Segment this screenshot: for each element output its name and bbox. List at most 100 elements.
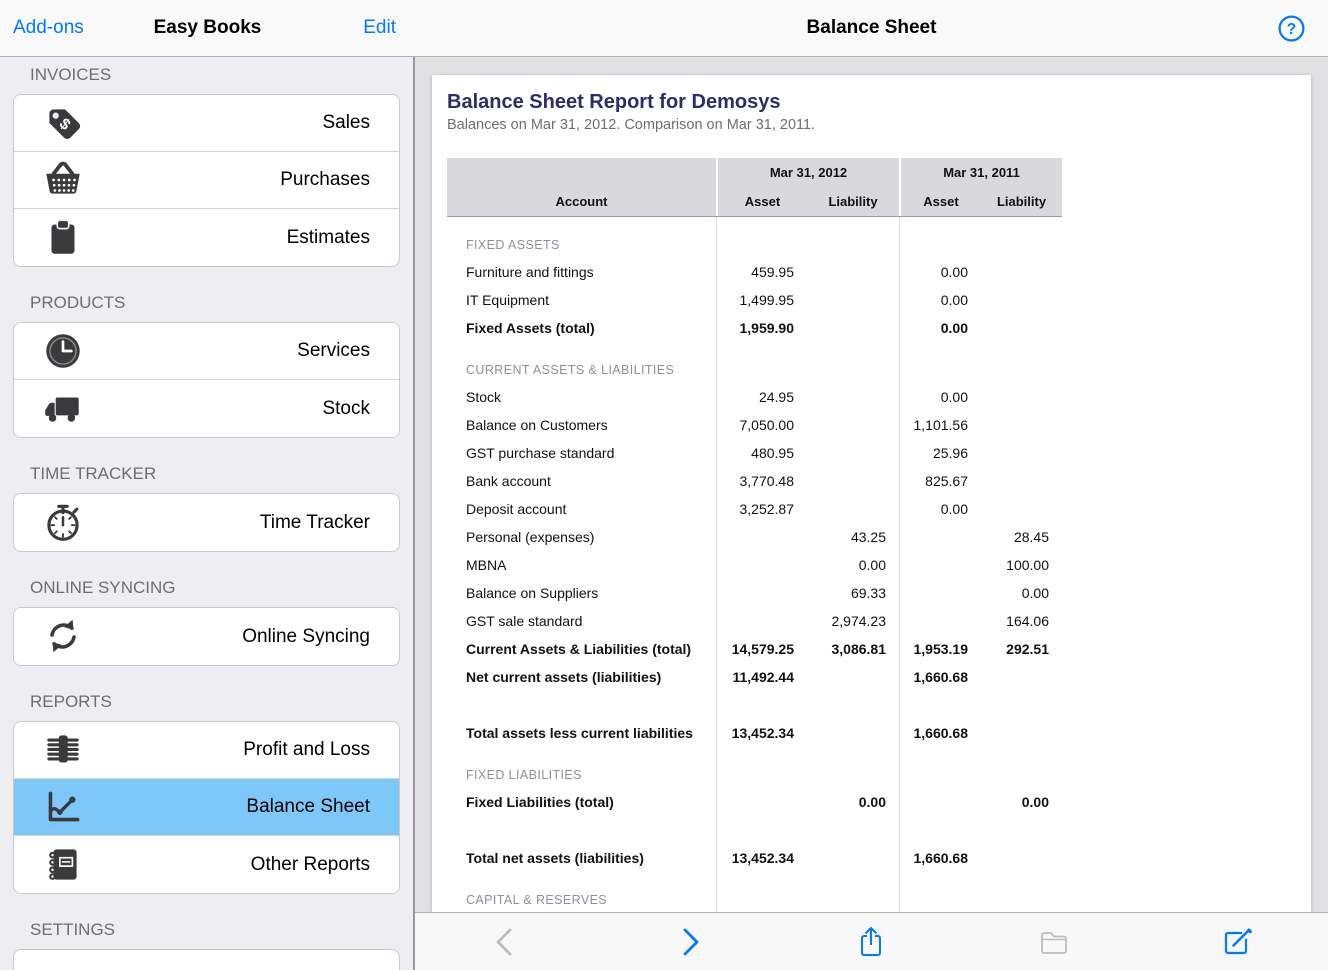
sidebar-item-profit-and-loss[interactable]: Profit and Loss xyxy=(14,722,399,779)
table-row: Fixed Liabilities (total)0.000.00 xyxy=(447,788,1062,816)
asset-2012-cell: 1,499.95 xyxy=(716,286,807,314)
liability-2011-cell xyxy=(981,217,1062,258)
liability-2012-cell xyxy=(807,383,899,411)
asset-2011-cell xyxy=(899,217,981,258)
table-section-row: CURRENT ASSETS & LIABILITIES xyxy=(447,342,1062,383)
balance-sheet-table: Mar 31, 2012Mar 31, 2011AccountAssetLiab… xyxy=(447,158,1062,912)
sidebar-item-services[interactable]: Services xyxy=(14,323,399,380)
liability-2011-cell xyxy=(981,719,1062,747)
liability-2011-cell xyxy=(981,495,1062,523)
asset-2011-cell: 1,101.56 xyxy=(899,411,981,439)
account-cell: Total net assets (liabilities) xyxy=(447,844,716,872)
liability-2012-cell: 0.00 xyxy=(807,551,899,579)
asset-2011-cell xyxy=(899,342,981,383)
asset-2012-cell xyxy=(716,872,807,912)
sidebar-item-label: Purchases xyxy=(280,169,370,191)
account-cell: GST sale standard xyxy=(447,607,716,635)
liability-2011-cell xyxy=(981,844,1062,872)
edit-button[interactable]: Edit xyxy=(363,17,396,39)
back-button xyxy=(489,925,523,959)
notebook-icon xyxy=(40,841,86,887)
account-cell: Balance on Customers xyxy=(447,411,716,439)
main-navbar: Balance Sheet ? xyxy=(415,0,1328,57)
asset-2011-cell: 1,953.19 xyxy=(899,635,981,663)
help-icon[interactable]: ? xyxy=(1277,14,1306,43)
asset-2012-cell xyxy=(716,579,807,607)
sidebar-item-label: Sales xyxy=(322,112,370,134)
liability-2012-cell xyxy=(807,691,899,719)
asset-2012-cell xyxy=(716,607,807,635)
section-label-online-syncing: ONLINE SYNCING xyxy=(30,578,413,598)
report-title: Balance Sheet Report for Demosys xyxy=(447,91,1296,114)
section-label-time-tracker: TIME TRACKER xyxy=(30,464,413,484)
report-page: Balance Sheet Report for Demosys Balance… xyxy=(432,75,1311,912)
bottom-toolbar xyxy=(415,912,1328,970)
liability-2011-cell: 28.45 xyxy=(981,523,1062,551)
sidebar-item-label: Stock xyxy=(322,398,370,420)
sidebar-item-online-syncing[interactable]: Online Syncing xyxy=(14,608,399,665)
sidebar-item-label: Online Syncing xyxy=(242,626,370,648)
account-cell: Furniture and fittings xyxy=(447,258,716,286)
sidebar-card-invoices: $Sales Purchases Estimates xyxy=(13,94,400,267)
asset-2012-cell xyxy=(716,788,807,816)
forward-button[interactable] xyxy=(672,925,706,959)
asset-2011-cell: 0.00 xyxy=(899,495,981,523)
sidebar-item-other-reports[interactable]: Other Reports xyxy=(14,836,399,893)
asset-2012-cell xyxy=(716,551,807,579)
asset-2012-cell xyxy=(716,816,807,844)
liability-2012-cell xyxy=(807,872,899,912)
table-row: GST sale standard2,974.23164.06 xyxy=(447,607,1062,635)
add-ons-button[interactable]: Add-ons xyxy=(13,17,84,39)
svg-text:?: ? xyxy=(1287,21,1296,38)
sidebar-item-label: Estimates xyxy=(287,227,370,249)
asset-2011-cell xyxy=(899,607,981,635)
sidebar-item-purchases[interactable]: Purchases xyxy=(14,152,399,209)
col-header-liability-4: Liability xyxy=(981,187,1062,216)
liability-2011-cell xyxy=(981,747,1062,788)
sidebar-item-stock[interactable]: Stock xyxy=(14,380,399,437)
app-window: Add-ons Easy Books Edit Balance Sheet ? … xyxy=(0,0,1328,970)
liability-2011-cell xyxy=(981,342,1062,383)
table-spacer-row xyxy=(447,691,1062,719)
compose-button[interactable] xyxy=(1220,925,1254,959)
sidebar-navbar: Add-ons Easy Books Edit xyxy=(0,0,415,57)
table-row: GST purchase standard480.9525.96 xyxy=(447,439,1062,467)
folders-button xyxy=(1037,925,1071,959)
account-cell: Total assets less current liabilities xyxy=(447,719,716,747)
liability-2012-cell xyxy=(807,816,899,844)
account-cell: Bank account xyxy=(447,467,716,495)
table-section-row: CAPITAL & RESERVES xyxy=(447,872,1062,912)
section-label-reports: REPORTS xyxy=(30,692,413,712)
table-row: Fixed Assets (total)1,959.900.00 xyxy=(447,314,1062,342)
liability-2011-cell xyxy=(981,467,1062,495)
liability-2012-cell: 3,086.81 xyxy=(807,635,899,663)
liability-2012-cell xyxy=(807,342,899,383)
sidebar-item-label: Balance Sheet xyxy=(246,796,370,818)
account-cell: FIXED LIABILITIES xyxy=(447,747,716,788)
liability-2012-cell: 0.00 xyxy=(807,788,899,816)
asset-2011-cell: 0.00 xyxy=(899,286,981,314)
section-label-products: PRODUCTS xyxy=(30,293,413,313)
asset-2012-cell: 14,579.25 xyxy=(716,635,807,663)
section-label-settings: SETTINGS xyxy=(30,920,413,940)
sidebar-item-time-tracker[interactable]: Time Tracker xyxy=(14,494,399,551)
money-stack-icon xyxy=(40,727,86,773)
table-row: MBNA0.00100.00 xyxy=(447,551,1062,579)
sidebar-item-balance-sheet[interactable]: Balance Sheet xyxy=(14,779,399,836)
liability-2011-cell xyxy=(981,816,1062,844)
col-header-asset-3: Asset xyxy=(899,187,981,216)
liability-2012-cell xyxy=(807,411,899,439)
app-title: Easy Books xyxy=(154,17,262,39)
asset-2011-cell xyxy=(899,523,981,551)
asset-2012-cell: 480.95 xyxy=(716,439,807,467)
account-cell: IT Equipment xyxy=(447,286,716,314)
account-cell: CURRENT ASSETS & LIABILITIES xyxy=(447,342,716,383)
asset-2012-cell xyxy=(716,747,807,788)
table-section-row: FIXED LIABILITIES xyxy=(447,747,1062,788)
asset-2011-cell: 25.96 xyxy=(899,439,981,467)
share-button[interactable] xyxy=(854,925,888,959)
asset-2011-cell xyxy=(899,788,981,816)
liability-2012-cell: 2,974.23 xyxy=(807,607,899,635)
sidebar-item-estimates[interactable]: Estimates xyxy=(14,209,399,266)
sidebar-item-sales[interactable]: $Sales xyxy=(14,95,399,152)
